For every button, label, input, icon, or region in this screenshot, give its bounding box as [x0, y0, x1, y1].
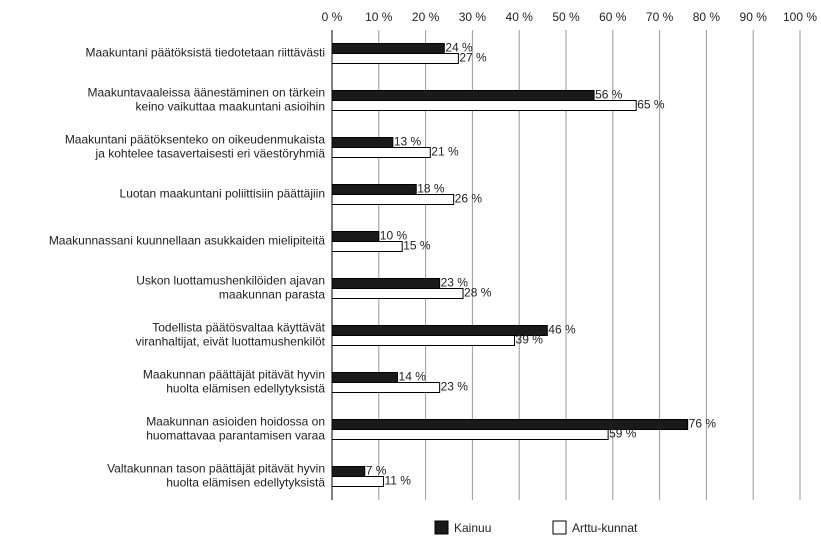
x-tick-label: 20 %: [412, 10, 440, 24]
data-label: 13 %: [394, 135, 422, 149]
category-label: Maakunnan asioiden hoidossa on: [146, 415, 325, 429]
x-tick-label: 50 %: [552, 10, 580, 24]
x-tick-label: 0 %: [322, 10, 343, 24]
bar: [331, 53, 459, 64]
category-label: huolta elämisen edellytyksistä: [166, 382, 325, 396]
category-label: Maakuntavaaleissa äänestäminen on tärkei…: [88, 86, 325, 100]
data-label: 18 %: [417, 182, 445, 196]
bar: [331, 194, 455, 205]
x-tick-label: 10 %: [365, 10, 393, 24]
category-label: viranhaltijat, eivät luottamushenkilöt: [136, 335, 326, 349]
category-label: Maakuntani päätöksistä tiedotetaan riitt…: [86, 46, 325, 60]
category-label: huolta elämisen edellytyksistä: [166, 476, 325, 490]
category-label: Luotan maakuntani poliittisiin päättäjii…: [120, 187, 325, 201]
data-label: 28 %: [464, 286, 492, 300]
bar: [331, 382, 441, 393]
data-label: 76 %: [689, 417, 717, 431]
data-label: 59 %: [609, 427, 637, 441]
data-label: 26 %: [455, 192, 483, 206]
data-label: 23 %: [441, 380, 469, 394]
bar: [331, 241, 403, 252]
x-tick-label: 60 %: [599, 10, 627, 24]
data-label: 56 %: [595, 88, 623, 102]
bar: [331, 100, 637, 111]
data-label: 24 %: [445, 41, 473, 55]
legend-swatch: [434, 520, 449, 535]
data-label: 7 %: [366, 464, 387, 478]
data-label: 23 %: [441, 276, 469, 290]
category-label: keino vaikuttaa maakuntani asioihin: [136, 100, 325, 114]
bar: [331, 231, 380, 242]
category-label: Maakuntani päätöksenteko on oikeudenmuka…: [65, 133, 326, 147]
data-label: 10 %: [380, 229, 408, 243]
bar: [331, 288, 464, 299]
bar: [331, 43, 445, 54]
category-label: Maakunnan päättäjät pitävät hyvin: [143, 368, 325, 382]
x-tick-label: 100 %: [783, 10, 817, 24]
bar: [331, 466, 366, 477]
bar: [331, 335, 516, 346]
data-label: 39 %: [516, 333, 544, 347]
legend-label: Arttu-kunnat: [572, 521, 638, 535]
x-tick-label: 90 %: [740, 10, 768, 24]
bar: [331, 372, 399, 383]
bar: [331, 278, 441, 289]
x-tick-label: 70 %: [646, 10, 674, 24]
data-label: 27 %: [459, 51, 487, 65]
category-label: ja kohtelee tasavertaisesti eri väestöry…: [95, 147, 326, 161]
bar: [331, 90, 595, 101]
category-label: Maakunnassani kuunnellaan asukkaiden mie…: [49, 234, 326, 248]
bar: [331, 184, 417, 195]
category-label: Todellista päätösvaltaa käyttävät: [152, 321, 325, 335]
legend-label: Kainuu: [454, 521, 491, 535]
category-label: huomattavaa parantamisen varaa: [146, 429, 325, 443]
x-tick-label: 40 %: [506, 10, 534, 24]
x-tick-label: 30 %: [459, 10, 487, 24]
category-label: Valtakunnan tason päättäjät pitävät hyvi…: [107, 462, 325, 476]
data-label: 65 %: [637, 98, 665, 112]
bar: [331, 429, 609, 440]
data-label: 21 %: [431, 145, 459, 159]
data-label: 46 %: [548, 323, 576, 337]
bar: [331, 476, 384, 487]
data-label: 15 %: [403, 239, 431, 253]
bar: [331, 137, 394, 148]
bar: [331, 147, 431, 158]
category-label: maakunnan parasta: [219, 288, 325, 302]
data-label: 14 %: [399, 370, 427, 384]
legend-swatch: [552, 520, 567, 535]
x-tick-label: 80 %: [693, 10, 721, 24]
category-label: Uskon luottamushenkilöiden ajavan: [136, 274, 325, 288]
data-label: 11 %: [384, 474, 411, 488]
